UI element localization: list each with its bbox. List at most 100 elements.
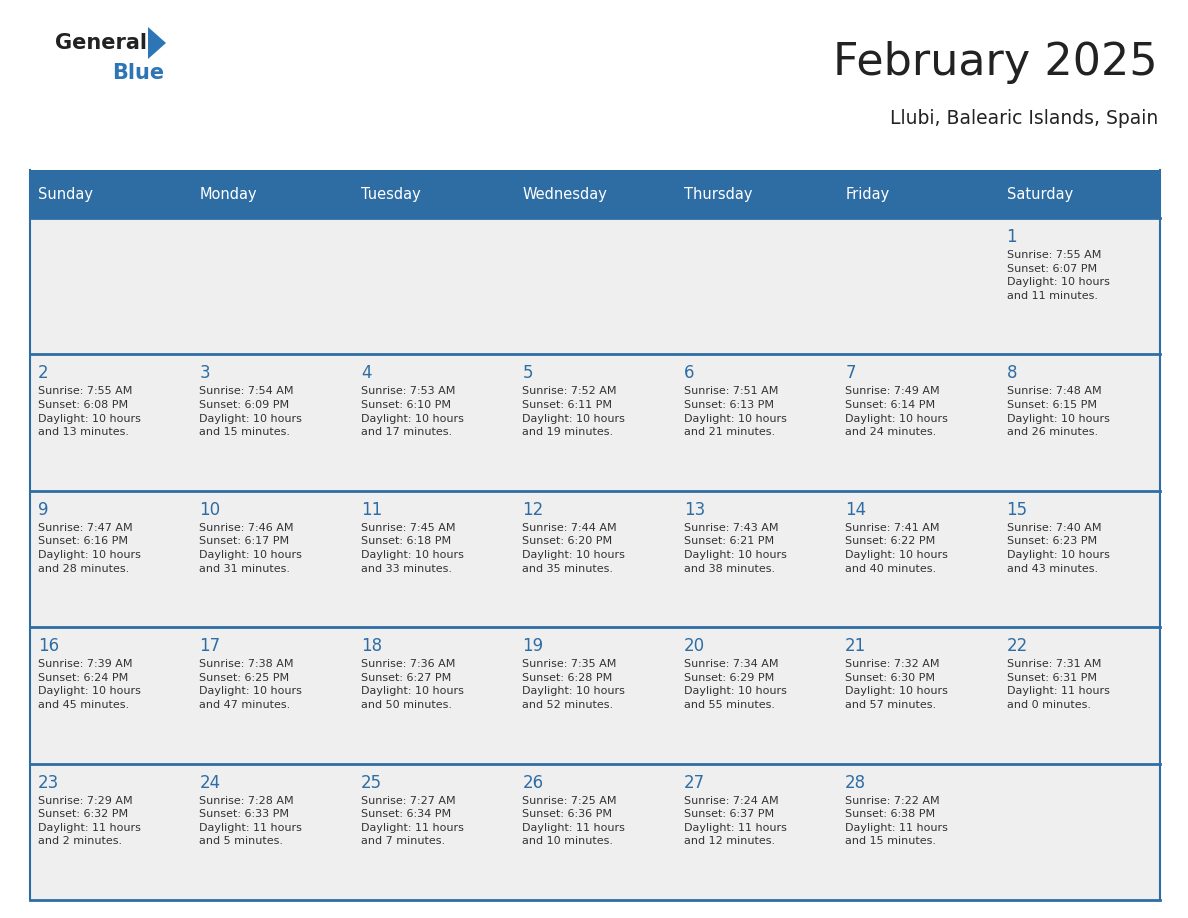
Text: Sunrise: 7:51 AM
Sunset: 6:13 PM
Daylight: 10 hours
and 21 minutes.: Sunrise: 7:51 AM Sunset: 6:13 PM Dayligh… (684, 386, 786, 437)
Text: 4: 4 (361, 364, 372, 383)
Bar (676, 627, 838, 764)
Text: Sunrise: 7:34 AM
Sunset: 6:29 PM
Daylight: 10 hours
and 55 minutes.: Sunrise: 7:34 AM Sunset: 6:29 PM Dayligh… (684, 659, 786, 710)
Bar (191, 354, 353, 491)
Text: Sunrise: 7:45 AM
Sunset: 6:18 PM
Daylight: 10 hours
and 33 minutes.: Sunrise: 7:45 AM Sunset: 6:18 PM Dayligh… (361, 522, 463, 574)
Bar (676, 354, 838, 491)
Text: Sunrise: 7:25 AM
Sunset: 6:36 PM
Daylight: 11 hours
and 10 minutes.: Sunrise: 7:25 AM Sunset: 6:36 PM Dayligh… (523, 796, 625, 846)
Text: 14: 14 (845, 501, 866, 519)
Text: 3: 3 (200, 364, 210, 383)
Text: 10: 10 (200, 501, 221, 519)
Text: Tuesday: Tuesday (361, 186, 421, 201)
Text: Sunrise: 7:53 AM
Sunset: 6:10 PM
Daylight: 10 hours
and 17 minutes.: Sunrise: 7:53 AM Sunset: 6:10 PM Dayligh… (361, 386, 463, 437)
Bar (30, 764, 191, 900)
Bar (191, 491, 353, 627)
Text: 20: 20 (684, 637, 704, 655)
Polygon shape (148, 27, 166, 59)
Text: 18: 18 (361, 637, 383, 655)
Text: Sunrise: 7:43 AM
Sunset: 6:21 PM
Daylight: 10 hours
and 38 minutes.: Sunrise: 7:43 AM Sunset: 6:21 PM Dayligh… (684, 522, 786, 574)
Bar (30, 354, 191, 491)
Text: February 2025: February 2025 (833, 41, 1158, 84)
Text: 24: 24 (200, 774, 221, 791)
Text: 13: 13 (684, 501, 704, 519)
Text: Sunrise: 7:48 AM
Sunset: 6:15 PM
Daylight: 10 hours
and 26 minutes.: Sunrise: 7:48 AM Sunset: 6:15 PM Dayligh… (1006, 386, 1110, 437)
Bar (353, 491, 514, 627)
Text: Sunrise: 7:38 AM
Sunset: 6:25 PM
Daylight: 10 hours
and 47 minutes.: Sunrise: 7:38 AM Sunset: 6:25 PM Dayligh… (200, 659, 302, 710)
Bar (514, 491, 676, 627)
Bar (30, 218, 191, 354)
Text: 1: 1 (1006, 228, 1017, 246)
Text: Sunrise: 7:35 AM
Sunset: 6:28 PM
Daylight: 10 hours
and 52 minutes.: Sunrise: 7:35 AM Sunset: 6:28 PM Dayligh… (523, 659, 625, 710)
Text: Sunrise: 7:36 AM
Sunset: 6:27 PM
Daylight: 10 hours
and 50 minutes.: Sunrise: 7:36 AM Sunset: 6:27 PM Dayligh… (361, 659, 463, 710)
Bar (838, 491, 999, 627)
Bar (514, 627, 676, 764)
Text: 8: 8 (1006, 364, 1017, 383)
Text: Sunrise: 7:49 AM
Sunset: 6:14 PM
Daylight: 10 hours
and 24 minutes.: Sunrise: 7:49 AM Sunset: 6:14 PM Dayligh… (845, 386, 948, 437)
Text: 22: 22 (1006, 637, 1028, 655)
Bar (838, 354, 999, 491)
Text: Sunday: Sunday (38, 186, 93, 201)
Text: Sunrise: 7:55 AM
Sunset: 6:08 PM
Daylight: 10 hours
and 13 minutes.: Sunrise: 7:55 AM Sunset: 6:08 PM Dayligh… (38, 386, 141, 437)
Bar (353, 218, 514, 354)
Text: Sunrise: 7:44 AM
Sunset: 6:20 PM
Daylight: 10 hours
and 35 minutes.: Sunrise: 7:44 AM Sunset: 6:20 PM Dayligh… (523, 522, 625, 574)
Text: Sunrise: 7:55 AM
Sunset: 6:07 PM
Daylight: 10 hours
and 11 minutes.: Sunrise: 7:55 AM Sunset: 6:07 PM Dayligh… (1006, 250, 1110, 301)
Bar (353, 354, 514, 491)
Text: 21: 21 (845, 637, 866, 655)
Text: Sunrise: 7:52 AM
Sunset: 6:11 PM
Daylight: 10 hours
and 19 minutes.: Sunrise: 7:52 AM Sunset: 6:11 PM Dayligh… (523, 386, 625, 437)
Bar (676, 491, 838, 627)
Text: Sunrise: 7:54 AM
Sunset: 6:09 PM
Daylight: 10 hours
and 15 minutes.: Sunrise: 7:54 AM Sunset: 6:09 PM Dayligh… (200, 386, 302, 437)
Text: Sunrise: 7:46 AM
Sunset: 6:17 PM
Daylight: 10 hours
and 31 minutes.: Sunrise: 7:46 AM Sunset: 6:17 PM Dayligh… (200, 522, 302, 574)
Text: Blue: Blue (112, 63, 164, 83)
Text: Wednesday: Wednesday (523, 186, 607, 201)
Text: Sunrise: 7:22 AM
Sunset: 6:38 PM
Daylight: 11 hours
and 15 minutes.: Sunrise: 7:22 AM Sunset: 6:38 PM Dayligh… (845, 796, 948, 846)
Text: Sunrise: 7:47 AM
Sunset: 6:16 PM
Daylight: 10 hours
and 28 minutes.: Sunrise: 7:47 AM Sunset: 6:16 PM Dayligh… (38, 522, 141, 574)
Bar (999, 627, 1159, 764)
Text: Thursday: Thursday (684, 186, 752, 201)
Bar (838, 764, 999, 900)
Bar (191, 627, 353, 764)
Text: Sunrise: 7:39 AM
Sunset: 6:24 PM
Daylight: 10 hours
and 45 minutes.: Sunrise: 7:39 AM Sunset: 6:24 PM Dayligh… (38, 659, 141, 710)
Text: General: General (55, 33, 147, 53)
Bar (999, 218, 1159, 354)
Text: 26: 26 (523, 774, 543, 791)
Bar (30, 170, 1159, 218)
Text: 25: 25 (361, 774, 383, 791)
Bar (999, 354, 1159, 491)
Text: Friday: Friday (845, 186, 890, 201)
Bar (191, 218, 353, 354)
Text: 15: 15 (1006, 501, 1028, 519)
Text: Sunrise: 7:40 AM
Sunset: 6:23 PM
Daylight: 10 hours
and 43 minutes.: Sunrise: 7:40 AM Sunset: 6:23 PM Dayligh… (1006, 522, 1110, 574)
Bar (676, 218, 838, 354)
Text: Sunrise: 7:31 AM
Sunset: 6:31 PM
Daylight: 11 hours
and 0 minutes.: Sunrise: 7:31 AM Sunset: 6:31 PM Dayligh… (1006, 659, 1110, 710)
Bar (191, 764, 353, 900)
Text: 11: 11 (361, 501, 383, 519)
Bar (514, 218, 676, 354)
Bar (999, 491, 1159, 627)
Text: Sunrise: 7:29 AM
Sunset: 6:32 PM
Daylight: 11 hours
and 2 minutes.: Sunrise: 7:29 AM Sunset: 6:32 PM Dayligh… (38, 796, 141, 846)
Bar (514, 354, 676, 491)
Text: 5: 5 (523, 364, 532, 383)
Text: 9: 9 (38, 501, 49, 519)
Bar (514, 764, 676, 900)
Bar (30, 627, 191, 764)
Bar (838, 218, 999, 354)
Text: 28: 28 (845, 774, 866, 791)
Text: Sunrise: 7:32 AM
Sunset: 6:30 PM
Daylight: 10 hours
and 57 minutes.: Sunrise: 7:32 AM Sunset: 6:30 PM Dayligh… (845, 659, 948, 710)
Text: 17: 17 (200, 637, 221, 655)
Text: 7: 7 (845, 364, 855, 383)
Text: Monday: Monday (200, 186, 257, 201)
Bar (353, 627, 514, 764)
Text: 12: 12 (523, 501, 544, 519)
Text: 16: 16 (38, 637, 59, 655)
Bar (838, 627, 999, 764)
Bar (999, 764, 1159, 900)
Bar (30, 491, 191, 627)
Text: 23: 23 (38, 774, 59, 791)
Text: Sunrise: 7:28 AM
Sunset: 6:33 PM
Daylight: 11 hours
and 5 minutes.: Sunrise: 7:28 AM Sunset: 6:33 PM Dayligh… (200, 796, 302, 846)
Text: Llubi, Balearic Islands, Spain: Llubi, Balearic Islands, Spain (890, 108, 1158, 128)
Text: 6: 6 (684, 364, 694, 383)
Text: 2: 2 (38, 364, 49, 383)
Text: 27: 27 (684, 774, 704, 791)
Text: Sunrise: 7:41 AM
Sunset: 6:22 PM
Daylight: 10 hours
and 40 minutes.: Sunrise: 7:41 AM Sunset: 6:22 PM Dayligh… (845, 522, 948, 574)
Text: 19: 19 (523, 637, 543, 655)
Text: Sunrise: 7:27 AM
Sunset: 6:34 PM
Daylight: 11 hours
and 7 minutes.: Sunrise: 7:27 AM Sunset: 6:34 PM Dayligh… (361, 796, 463, 846)
